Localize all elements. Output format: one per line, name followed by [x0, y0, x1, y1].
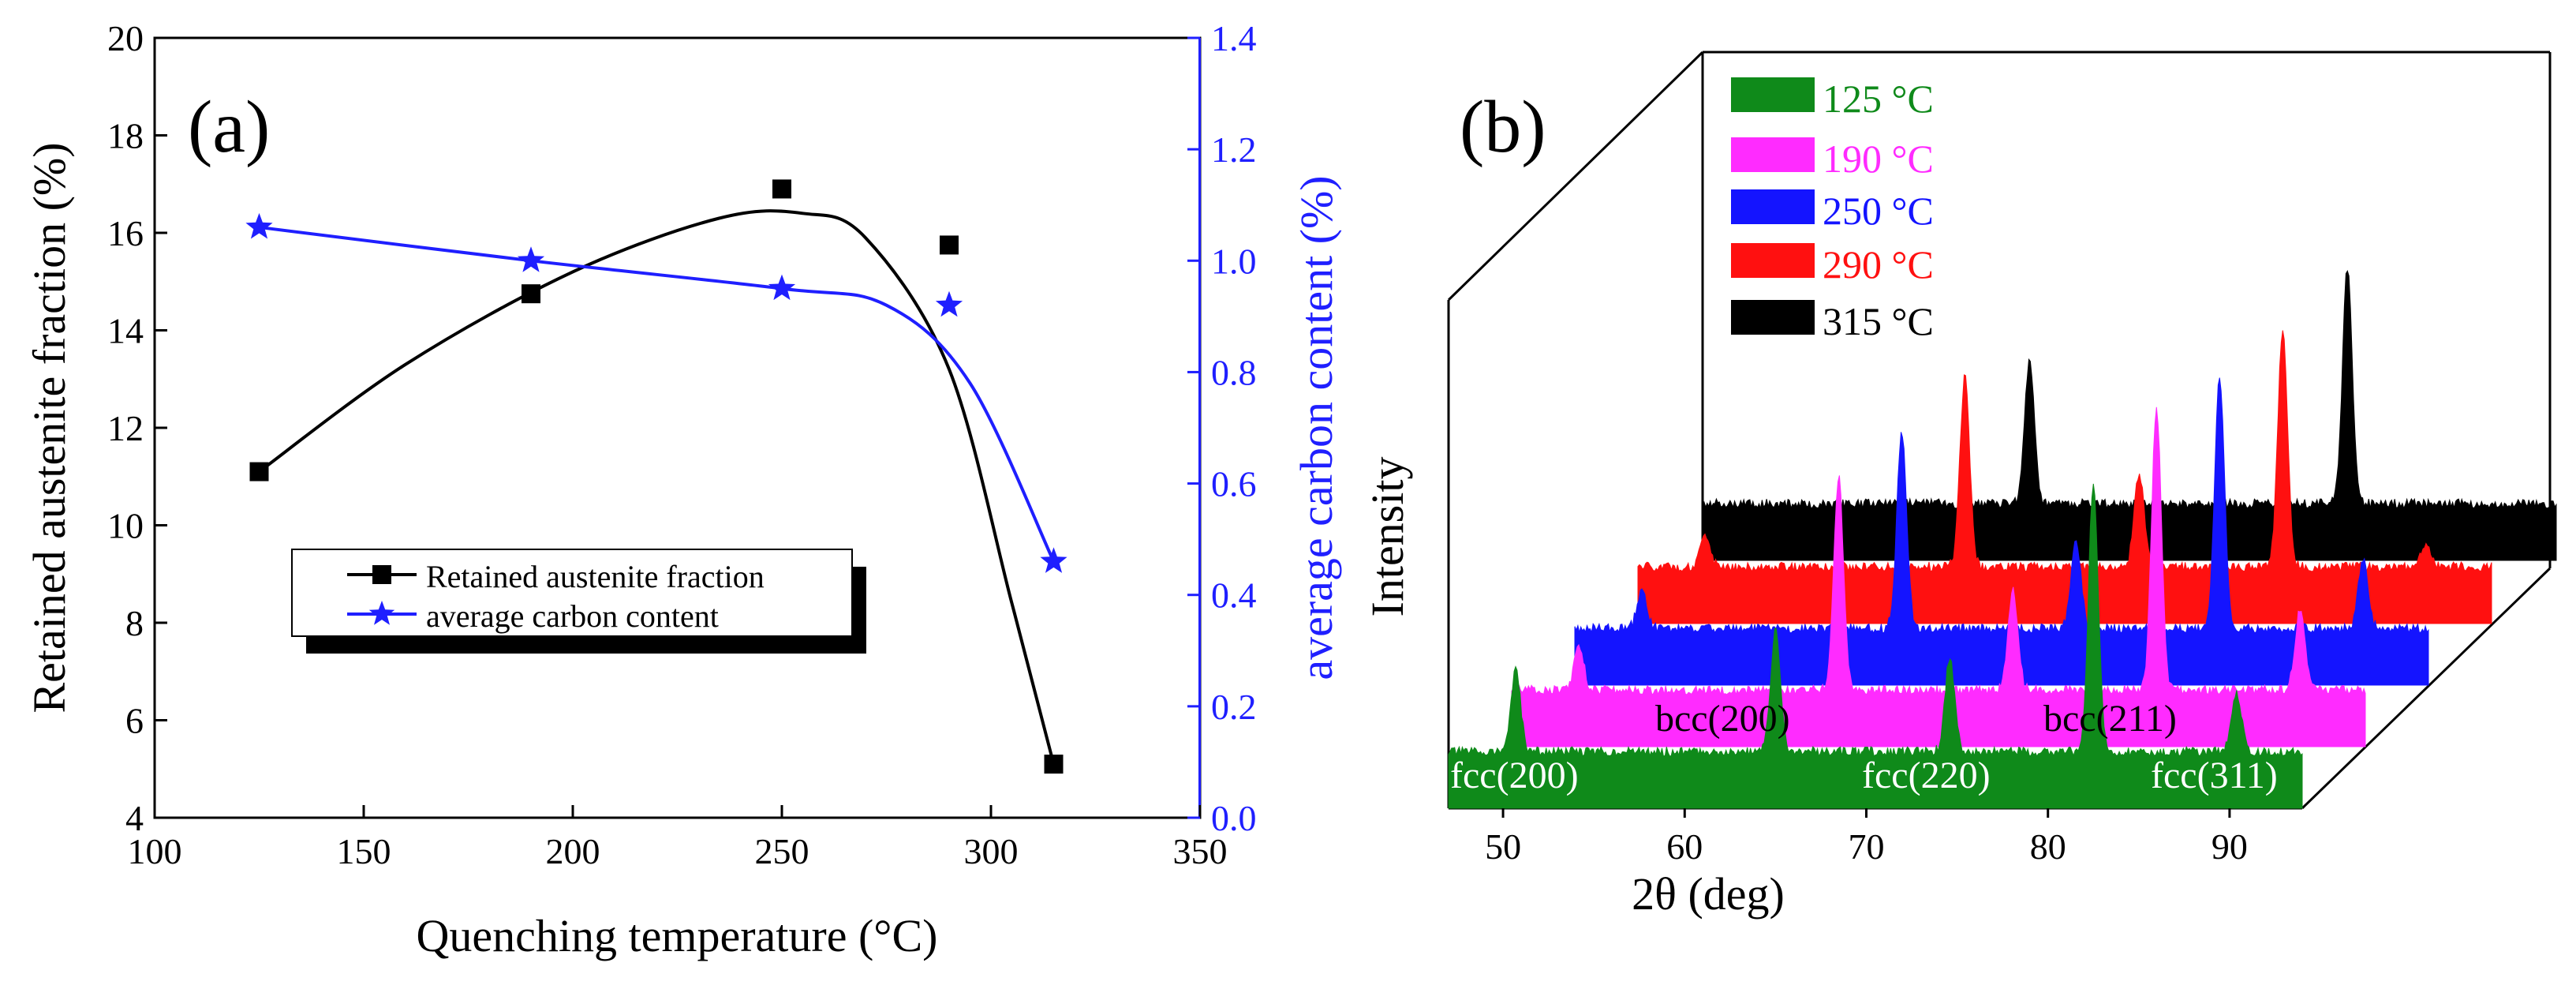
- point-carbon-content-315: [1040, 547, 1067, 573]
- legend-swatch-315: [1731, 300, 1815, 335]
- point-carbon-content-290: [935, 290, 963, 317]
- trace-area-290: [1637, 330, 2492, 624]
- point-carbon-content-250: [768, 274, 796, 301]
- panel-label-b: (b): [1460, 86, 1546, 168]
- right-axis-line: [1198, 38, 1201, 818]
- right-axis-title: average carbon content (%): [1291, 175, 1342, 680]
- intensity-axis-title: Intensity: [1362, 457, 1413, 617]
- trace-315C: [1702, 270, 2557, 561]
- legend-label-carbon-content: average carbon content: [426, 598, 719, 634]
- y2-tick-label-0.6: 0.6: [1211, 464, 1257, 504]
- trace-area-250: [1574, 377, 2429, 686]
- trace-area-315: [1702, 270, 2557, 561]
- legend: Retained austenite fraction average carb…: [291, 549, 866, 654]
- diffraction-traces: [1448, 270, 2557, 809]
- y-tick-label-12: 12: [107, 408, 144, 448]
- left-axis-title: Retained austenite fraction (%): [24, 142, 75, 713]
- point-retained-austenite-315: [1044, 755, 1064, 774]
- y-tick-label-10: 10: [107, 506, 144, 546]
- left-axis-ticks: 4 6 8 10 12 14 16 18 20: [107, 18, 167, 838]
- line-retained-austenite: [258, 209, 1056, 765]
- legend-swatch-125: [1731, 77, 1815, 112]
- panel-label-a: (a): [188, 86, 270, 168]
- y2-tick-label-1.2: 1.2: [1211, 129, 1257, 170]
- trace-190C: [1511, 406, 2366, 747]
- two-theta-tick-label-70: 70: [1848, 826, 1884, 867]
- trace-250C: [1574, 377, 2429, 686]
- legend-label-250: 250 °C: [1823, 189, 1934, 233]
- panel-a-plot-frame: [153, 36, 1202, 819]
- legend-label-315: 315 °C: [1823, 299, 1934, 343]
- x-tick-label-150: 150: [337, 831, 391, 871]
- point-retained-austenite-125: [249, 462, 269, 481]
- annotation-bcc-211: bcc(211): [2043, 698, 2177, 740]
- point-carbon-content-190: [517, 246, 545, 272]
- annotation-fcc-220: fcc(220): [1862, 755, 1991, 796]
- x-tick-label-250: 250: [755, 831, 809, 871]
- two-theta-tick-label-60: 60: [1666, 826, 1703, 867]
- y-tick-label-8: 8: [125, 603, 144, 643]
- line-carbon-content: [259, 225, 1056, 563]
- temperature-legend: 125 °C 190 °C 250 °C 290 °C 315 °C: [1731, 77, 1934, 343]
- y2-tick-label-0.4: 0.4: [1211, 575, 1257, 616]
- point-carbon-content-125: [245, 212, 273, 239]
- right-axis-ticks: 0.0 0.2 0.4 0.6 0.8 1.0 1.2 1.4: [1187, 18, 1257, 838]
- y-tick-label-20: 20: [107, 18, 144, 58]
- y-tick-label-14: 14: [107, 311, 144, 351]
- legend-swatch-250: [1731, 189, 1815, 224]
- point-retained-austenite-290: [940, 235, 959, 255]
- point-retained-austenite-190: [522, 284, 540, 304]
- two-theta-axis-title: 2θ (deg): [1632, 868, 1785, 920]
- y2-tick-label-0.0: 0.0: [1211, 798, 1257, 838]
- trace-area-125: [1448, 483, 2303, 809]
- x-tick-label-350: 350: [1173, 831, 1228, 871]
- annotation-fcc-311: fcc(311): [2151, 755, 2278, 796]
- legend-label-retained-austenite: Retained austenite fraction: [426, 559, 765, 594]
- x-tick-label-100: 100: [128, 831, 182, 871]
- legend-marker-square: [372, 565, 391, 584]
- trace-290C: [1637, 330, 2492, 624]
- y-tick-label-18: 18: [107, 116, 144, 156]
- y2-tick-label-0.2: 0.2: [1211, 687, 1257, 727]
- panel-a-marks: [245, 179, 1067, 774]
- x-tick-label-300: 300: [964, 831, 1019, 871]
- two-theta-tick-label-90: 90: [2211, 826, 2248, 867]
- point-retained-austenite-250: [772, 179, 791, 199]
- trace-125C: [1448, 483, 2303, 809]
- y2-tick-label-1.0: 1.0: [1211, 241, 1257, 281]
- two-theta-axis-ticks: 50 60 70 80 90: [1485, 808, 2248, 867]
- legend-label-125: 125 °C: [1823, 77, 1934, 121]
- y-tick-label-6: 6: [125, 701, 144, 741]
- x-axis-title: Quenching temperature (°C): [417, 910, 938, 961]
- annotation-bcc-200: bcc(200): [1655, 698, 1790, 740]
- trace-area-190: [1511, 406, 2366, 747]
- y-tick-label-4: 4: [125, 798, 144, 838]
- panel-b: 50 60 70 80 90 (b) 125 °C 190 °C 250 °C 290 …: [1362, 51, 2557, 920]
- y2-tick-label-1.4: 1.4: [1211, 18, 1257, 58]
- two-theta-tick-label-80: 80: [2030, 826, 2066, 867]
- y2-tick-label-0.8: 0.8: [1211, 352, 1257, 392]
- y-tick-label-16: 16: [107, 213, 144, 253]
- annotation-fcc-200: fcc(200): [1450, 755, 1579, 796]
- legend-label-190: 190 °C: [1823, 137, 1934, 181]
- legend-swatch-290: [1731, 243, 1815, 278]
- legend-swatch-190: [1731, 137, 1815, 172]
- two-theta-tick-label-50: 50: [1485, 826, 1521, 867]
- x-tick-label-200: 200: [546, 831, 600, 871]
- legend-marker-star: [368, 601, 395, 625]
- legend-label-290: 290 °C: [1823, 242, 1934, 287]
- x-axis-ticks: 100 150 200 250 300 350: [128, 805, 1228, 871]
